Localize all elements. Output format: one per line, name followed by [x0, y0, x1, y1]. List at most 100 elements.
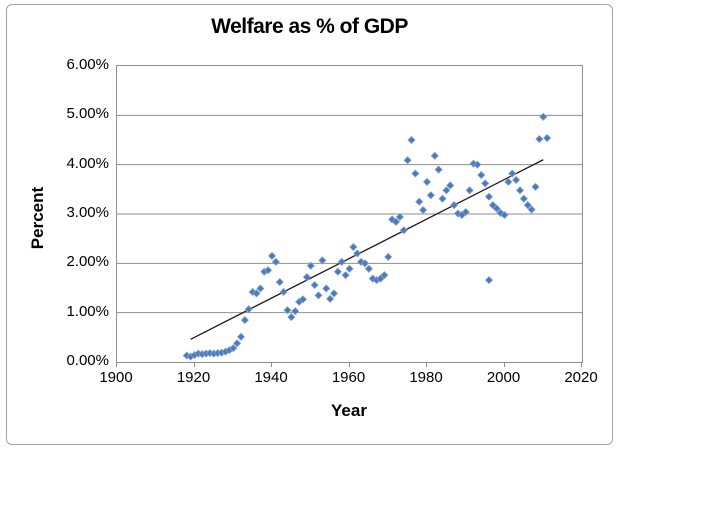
scatter-point	[279, 287, 288, 297]
scatter-point	[267, 251, 277, 260]
scatter-point	[322, 284, 331, 293]
scatter-point	[345, 264, 354, 273]
scatter-point	[248, 287, 257, 297]
scatter-point	[465, 186, 474, 195]
chart-frame: Welfare as % of GDP Percent Year 0.00% 1.…	[6, 4, 613, 445]
scatter-point	[523, 201, 532, 210]
scatter-point	[484, 276, 494, 285]
scatter-point	[318, 256, 327, 265]
scatter-plot	[117, 112, 582, 361]
y-tick-label: 2.00%	[66, 253, 109, 271]
scatter-point	[419, 205, 428, 215]
y-tick-label: 4.00%	[66, 154, 109, 172]
scatter-point	[477, 170, 486, 180]
x-tick-label: 1900	[99, 369, 133, 386]
scatter-point	[422, 177, 432, 186]
scatter-point	[368, 274, 377, 283]
scatter-point	[453, 209, 463, 218]
x-axis-title: Year	[331, 401, 367, 420]
y-tick-label: 0.00%	[66, 352, 109, 369]
scatter-point	[512, 175, 521, 185]
scatter-point	[291, 307, 300, 316]
scatter-point	[329, 289, 339, 298]
scatter-point	[411, 169, 420, 178]
x-tick-label: 1940	[254, 369, 288, 386]
scatter-point	[531, 182, 540, 191]
scatter-point	[399, 226, 408, 235]
x-tick-label: 2020	[564, 369, 598, 386]
x-tick-label: 1920	[176, 369, 211, 386]
scatter-point	[314, 291, 323, 300]
scatter-point	[543, 133, 552, 143]
scatter-point	[461, 207, 470, 217]
scatter-point	[287, 313, 296, 322]
scatter-point	[515, 186, 525, 195]
scatter-point	[360, 259, 370, 268]
x-tick-mark	[503, 362, 505, 367]
x-tick-mark	[426, 362, 427, 367]
scatter-point	[500, 210, 509, 220]
scatter-point	[326, 294, 335, 303]
scatter-point	[298, 295, 308, 304]
scatter-point	[275, 278, 284, 287]
scatter-point	[271, 257, 280, 266]
scatter-point	[341, 271, 350, 280]
scatter-point	[240, 316, 249, 325]
scatter-point	[407, 135, 416, 145]
scatter-point	[337, 257, 346, 266]
scatter-point	[484, 192, 494, 201]
scatter-point	[442, 186, 451, 195]
scatter-point	[229, 344, 238, 353]
scatter-point	[426, 191, 435, 200]
scatter-point	[233, 339, 242, 348]
scatter-point	[481, 179, 490, 188]
scatter-point	[492, 204, 501, 213]
scatter-point	[264, 266, 273, 275]
x-tick-mark	[193, 362, 195, 367]
scatter-point	[244, 305, 253, 314]
scatter-point	[384, 252, 393, 261]
scatter-point	[473, 160, 482, 169]
scatter-point	[508, 169, 517, 178]
chart-title: Welfare as % of GDP	[211, 15, 408, 38]
y-tick-label: 3.00%	[66, 204, 109, 221]
scatter-point	[236, 332, 246, 341]
scatter-point	[302, 273, 311, 282]
scatter-point	[403, 156, 412, 165]
scatter-point	[434, 165, 443, 174]
x-tick-mark	[271, 362, 272, 367]
scatter-point	[252, 289, 261, 298]
scatter-point	[388, 215, 397, 224]
scatter-point	[333, 267, 342, 276]
scatter-point	[391, 217, 401, 226]
scatter-point	[415, 197, 424, 206]
scatter-point	[539, 112, 548, 121]
scatter-point	[310, 280, 319, 290]
x-tick-label: 2000	[486, 369, 521, 386]
scatter-point	[256, 284, 265, 293]
scatter-point	[519, 194, 528, 203]
y-tick-label: 1.00%	[66, 302, 109, 320]
x-tick-mark	[581, 362, 582, 367]
scatter-point	[306, 261, 315, 270]
scatter-point	[535, 134, 544, 144]
y-tick-label: 5.00%	[66, 105, 109, 123]
scatter-point	[446, 181, 455, 190]
x-tick-label: 1960	[331, 369, 366, 386]
x-tick-label: 1980	[409, 369, 443, 386]
scatter-point	[395, 212, 404, 222]
scatter-point	[380, 271, 389, 280]
plot-area	[116, 65, 583, 363]
scatter-point	[283, 306, 292, 315]
scatter-point	[438, 194, 447, 203]
x-tick-mark	[348, 362, 350, 367]
x-tick-mark	[116, 362, 117, 367]
scatter-point	[353, 249, 362, 258]
scatter-point	[349, 242, 358, 252]
scatter-point	[430, 151, 439, 160]
scatter-point	[527, 205, 536, 214]
scatter-point	[364, 264, 373, 273]
scatter-point	[450, 201, 459, 210]
y-tick-label: 6.00%	[66, 56, 109, 73]
